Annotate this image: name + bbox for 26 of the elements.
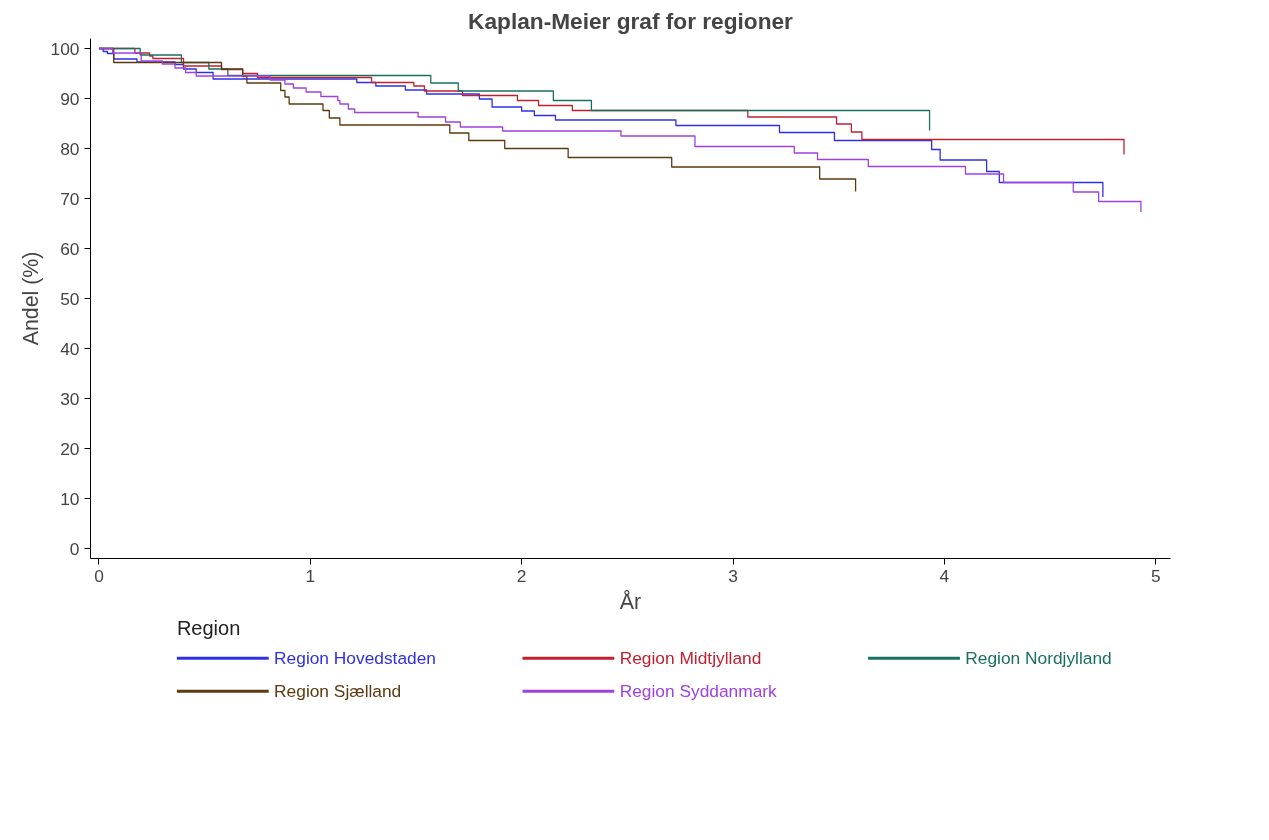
y-axis-title: Andel (%)	[18, 251, 43, 346]
text: Region Sjælland	[274, 681, 402, 702]
x-axis-title: År	[619, 589, 642, 614]
y-tick-label: 70	[60, 188, 80, 209]
y-tick-label: 20	[60, 438, 80, 459]
y-tick-label: 0	[69, 538, 80, 559]
text: Region Midtjylland	[619, 648, 762, 669]
y-tick-label: 40	[60, 338, 80, 359]
x-tick-label: 0	[94, 565, 104, 586]
x-tick-label: 2	[516, 565, 527, 586]
text: Region Nordjylland	[965, 648, 1112, 669]
x-tick-label: 4	[939, 565, 950, 586]
legend-title: Region	[176, 616, 241, 639]
x-tick-label: 1	[305, 565, 316, 586]
y-tick-label: 60	[60, 238, 80, 259]
x-tick-label: 3	[728, 565, 738, 586]
text: Region Syddanmark	[619, 681, 778, 702]
y-tick-label: 10	[60, 488, 80, 509]
y-tick-label: 50	[60, 288, 80, 309]
y-tick-label: 80	[60, 138, 80, 159]
y-tick-label: 30	[60, 388, 80, 409]
x-tick-label: 5	[1150, 565, 1161, 586]
chart-title: Kaplan-Meier graf for regioner	[468, 7, 794, 34]
text: Region Hovedstaden	[274, 648, 436, 669]
y-tick-label: 100	[50, 38, 80, 59]
y-tick-label: 90	[60, 88, 80, 109]
